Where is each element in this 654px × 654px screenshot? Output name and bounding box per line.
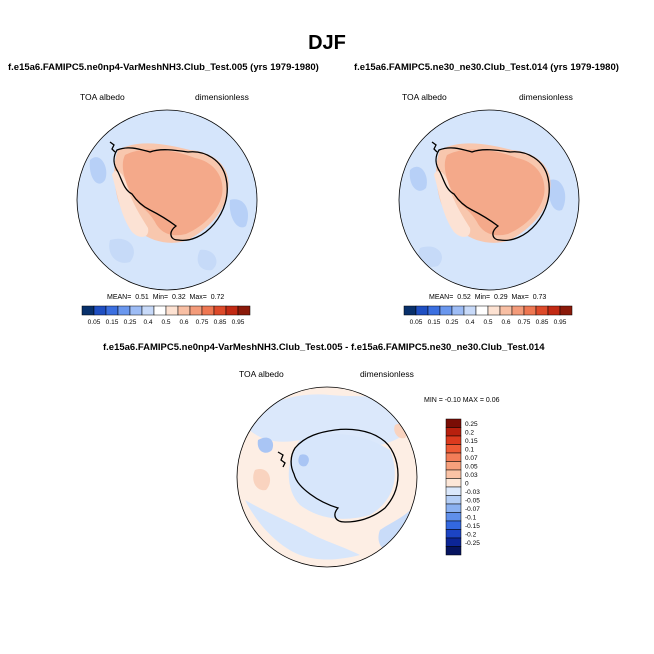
diff-colorbar-tick-label: -0.03: [465, 489, 480, 496]
diff-colorbar-tick-label: -0.25: [465, 540, 480, 547]
panel-1-variable: TOA albedo: [80, 92, 125, 102]
panel-2-colorbar-tick-label: 0.6: [501, 319, 510, 326]
panel-1-units: dimensionless: [195, 92, 249, 102]
figure-title: DJF: [308, 32, 346, 54]
diff-colorbar-swatch: [445, 478, 462, 488]
diff-stats: MIN = -0.10 MAX = 0.06: [424, 397, 500, 404]
diff-colorbar-swatch: [445, 503, 462, 513]
diff-colorbar-swatch: [445, 427, 462, 437]
diff-colorbar-swatch: [445, 435, 462, 445]
panel-2-title: f.e15a6.FAMIPC5.ne30_ne30.Club_Test.014 …: [354, 62, 619, 73]
diff-colorbar-tick-label: 0: [465, 480, 469, 487]
panel-2-colorbar-tick-label: 0.5: [483, 319, 492, 326]
panel-1-colorbar-tick-label: 0.25: [124, 319, 137, 326]
diff-colorbar-swatch: [445, 495, 462, 505]
panel-2-colorbar-tick-label: 0.15: [428, 319, 441, 326]
panel-2-coastline: [435, 147, 550, 242]
panel-1-colorbar-tick-label: 0.15: [106, 319, 119, 326]
diff-units: dimensionless: [360, 369, 414, 379]
panel-2-colorbar-tick-label: 0.25: [446, 319, 459, 326]
panel-1-colorbar-tick-label: 0.5: [161, 319, 170, 326]
panel-2-colorbar-swatch: [559, 305, 573, 316]
panel-1-field: [77, 110, 257, 290]
panel-2-colorbar-tick-label: 0.75: [518, 319, 531, 326]
panel-1-coastline: [113, 147, 228, 242]
diff-variable: TOA albedo: [239, 369, 284, 379]
diff-colorbar-swatch: [445, 469, 462, 479]
panel-1-colorbar-tick-label: 0.75: [196, 319, 209, 326]
diff-colorbar-tick-label: 0.05: [465, 463, 478, 470]
diff-colorbar-tick-label: 0.03: [465, 472, 478, 479]
diff-colorbar-swatch: [445, 529, 462, 539]
panel-1-colorbar-tick-label: 0.95: [232, 319, 245, 326]
diff-colorbar-swatch: [445, 461, 462, 471]
panel-1-colorbar-tick-label: 0.05: [88, 319, 101, 326]
panel-2-variable: TOA albedo: [402, 92, 447, 102]
diff-colorbar-tick-label: 0.15: [465, 438, 478, 445]
diff-colorbar-tick-label: -0.1: [465, 514, 477, 521]
diff-field: [237, 387, 417, 567]
panel-1-stats: MEAN= 0.51 Min= 0.32 Max= 0.72: [107, 294, 225, 301]
panel-2-colorbar-tick-label: 0.05: [410, 319, 423, 326]
panel-1-colorbar-swatch: [237, 305, 251, 316]
diff-colorbar-tick-label: 0.1: [465, 446, 474, 453]
panel-1-colorbar-tick-label: 0.85: [214, 319, 227, 326]
panel-2-colorbar-tick-label: 0.95: [554, 319, 567, 326]
panel-2-units: dimensionless: [519, 92, 573, 102]
diff-title: f.e15a6.FAMIPC5.ne0np4-VarMeshNH3.Club_T…: [103, 342, 545, 353]
diff-colorbar-tick-label: 0.25: [465, 421, 478, 428]
diff-colorbar-tick-label: -0.05: [465, 497, 480, 504]
diff-colorbar-tick-label: 0.07: [465, 455, 478, 462]
panel-2-field: [399, 110, 579, 290]
diff-colorbar-swatch: [445, 520, 462, 530]
panel-1-colorbar-tick-label: 0.4: [143, 319, 152, 326]
diff-colorbar-swatch: [445, 452, 462, 462]
diff-colorbar-swatch: [445, 512, 462, 522]
diff-colorbar-swatch: [445, 444, 462, 454]
panel-1-colorbar-tick-label: 0.6: [179, 319, 188, 326]
diff-colorbar-tick-label: -0.15: [465, 523, 480, 530]
diff-colorbar-tick-label: 0.2: [465, 429, 474, 436]
panel-2-stats: MEAN= 0.52 Min= 0.29 Max= 0.73: [429, 294, 547, 301]
diff-colorbar-swatch: [445, 486, 462, 496]
diff-colorbar-tick-label: -0.07: [465, 506, 480, 513]
panel-2-colorbar-tick-label: 0.85: [536, 319, 549, 326]
panel-2-colorbar-tick-label: 0.4: [465, 319, 474, 326]
diff-colorbar-swatch: [445, 546, 462, 556]
diff-coastline: [290, 428, 399, 523]
diff-colorbar-swatch: [445, 418, 462, 428]
diff-colorbar-tick-label: -0.2: [465, 531, 477, 538]
panel-1-title: f.e15a6.FAMIPC5.ne0np4-VarMeshNH3.Club_T…: [8, 62, 319, 73]
diff-colorbar-swatch: [445, 537, 462, 547]
